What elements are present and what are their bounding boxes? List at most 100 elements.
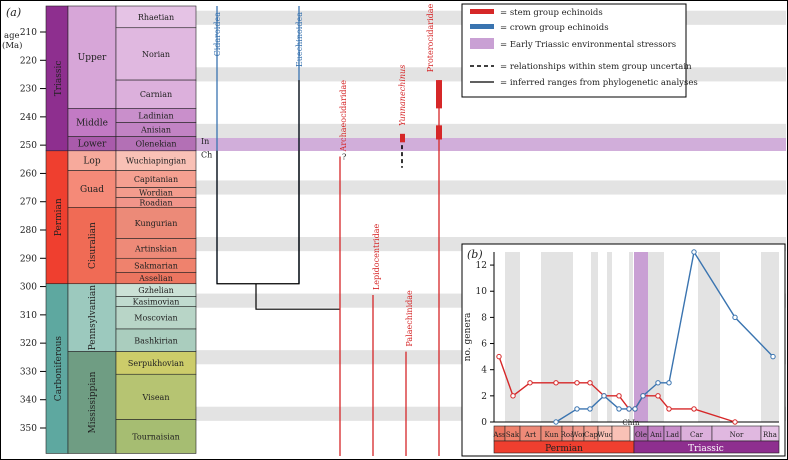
panel-b-band: [505, 252, 520, 422]
proterocidaridae-bar1: [436, 80, 442, 109]
panel-a-label: (a): [6, 6, 21, 19]
panel-b-stage-label: Cap: [584, 431, 599, 439]
epoch-box: [67, 283, 117, 352]
panel-b-permian-label: Permian: [545, 444, 583, 454]
panel-b-stage-label: Ani: [649, 431, 663, 439]
panel-b-ytick-label: 8: [481, 313, 487, 323]
age-axis-label-line2: (Ma): [2, 40, 22, 51]
epoch-box: [67, 5, 117, 109]
epoch-label: Cisuralian: [88, 222, 98, 269]
legend-crown-swatch: [470, 24, 494, 29]
stage-box: [115, 27, 197, 81]
question-mark: ?: [342, 152, 346, 161]
epoch-label: Lower: [78, 140, 107, 150]
epoch-label: Upper: [78, 53, 107, 63]
stage-box: [115, 207, 197, 239]
panel-b-ytick-label: 2: [481, 392, 487, 402]
stage-label: Gzhelian: [138, 286, 174, 295]
series-point: [601, 393, 607, 399]
stage-label: Norian: [142, 50, 170, 59]
age-ticks: 210 220 230 240 250 260 270 280 290 300 310 320 330 3…: [20, 28, 46, 434]
age-tick-label: 350: [20, 424, 37, 434]
panel-b-series: [496, 249, 776, 425]
series-point: [553, 380, 559, 386]
stage-label: Sakmarian: [134, 261, 178, 270]
panel-b-bands: [505, 252, 779, 422]
stage-label: Olenekian: [135, 140, 176, 149]
panel-b-band: [648, 252, 664, 422]
taxon-label: Palaechinidae: [405, 290, 414, 347]
taxon-label: Archaeocidaridae: [339, 80, 348, 153]
legend-stress-text: = Early Triassic environmental stressors: [500, 40, 676, 50]
stage-label: Asselian: [138, 274, 173, 283]
period-label: Triassic: [54, 61, 64, 97]
series-point: [632, 406, 638, 412]
panel-b-stage-label: Ole: [635, 431, 647, 439]
substage-in: In: [201, 137, 209, 146]
series-point: [770, 353, 776, 360]
epoch-label: Mississippian: [88, 371, 98, 433]
age-tick-label: 240: [20, 113, 37, 123]
taxon-label: Yunnanechinus: [398, 65, 407, 126]
age-tick-label: 280: [20, 226, 37, 236]
epoch-label: Lop: [83, 157, 100, 167]
taxon-label: Cidaroidea: [213, 12, 222, 57]
stage-label: Bashkirian: [134, 336, 178, 345]
stage-label: Rhaetian: [138, 13, 174, 22]
stage-label: Serpukhovian: [128, 359, 184, 368]
legend-box: [461, 3, 687, 98]
series-point: [666, 380, 672, 386]
age-tick-label: 340: [20, 396, 37, 406]
series-point: [587, 406, 593, 412]
panel-b-stage-label: Wor: [571, 431, 586, 439]
epoch-label: Middle: [76, 119, 108, 129]
taxon-label: Lepidocentridae: [372, 224, 381, 291]
series-point: [616, 393, 622, 399]
panel-b-label: (b): [467, 248, 483, 261]
series-point: [691, 406, 697, 412]
age-tick-label: 250: [20, 141, 37, 151]
stage-label: Anisian: [140, 126, 171, 135]
panel-b-stage-label: Nor: [730, 431, 744, 439]
taxon-label: Euechinoidea: [295, 12, 304, 67]
environmental-stressor-band: [46, 138, 786, 151]
age-tick-label: 210: [20, 28, 37, 38]
series-point: [732, 314, 738, 321]
epoch-label: Pennsylvanian: [88, 285, 98, 351]
age-tick-label: 270: [20, 198, 37, 208]
stratigraphic-column: Triassic Permian Carboniferous Upper Middle L…: [45, 5, 212, 454]
stem-crown-node: [255, 283, 340, 310]
stage-label: Visean: [142, 393, 170, 402]
stage-label: Wuchiapingian: [126, 157, 186, 166]
panel-b-band: [629, 252, 633, 422]
panel-b-ytick-label: 0: [481, 418, 487, 428]
period-label: Permian: [54, 198, 64, 236]
panel-b-ytick-label: 10: [476, 287, 488, 297]
age-tick-label: 320: [20, 339, 37, 349]
panel-b-band: [761, 252, 779, 422]
stage-label: Moscovian: [134, 314, 177, 323]
panel-b-ytick-label: 12: [476, 261, 487, 271]
panel-b-stage-label: Rha: [763, 431, 777, 439]
stage-label: Roadian: [139, 198, 172, 207]
panel-b-ytick-label: 6: [481, 340, 487, 350]
series-point: [510, 393, 516, 399]
panel-b-band: [607, 252, 612, 422]
series-point: [626, 406, 632, 412]
epoch-label: Guad: [80, 185, 104, 195]
age-tick-label: 230: [20, 85, 37, 95]
age-tick-label: 260: [20, 169, 37, 179]
panel-b-ylabel: no. genera: [463, 312, 473, 361]
legend-stem-swatch: [470, 9, 494, 14]
age-axis-label: age (Ma): [2, 31, 22, 51]
stage-box: [115, 419, 197, 454]
series-point: [691, 249, 697, 255]
age-tick-label: 300: [20, 283, 37, 293]
series-point: [732, 419, 738, 425]
stage-label: Kungurian: [135, 219, 178, 228]
age-tick-label: 310: [20, 311, 37, 321]
panel-b-stage-label: Art: [524, 431, 536, 439]
epoch-box: [67, 170, 117, 208]
